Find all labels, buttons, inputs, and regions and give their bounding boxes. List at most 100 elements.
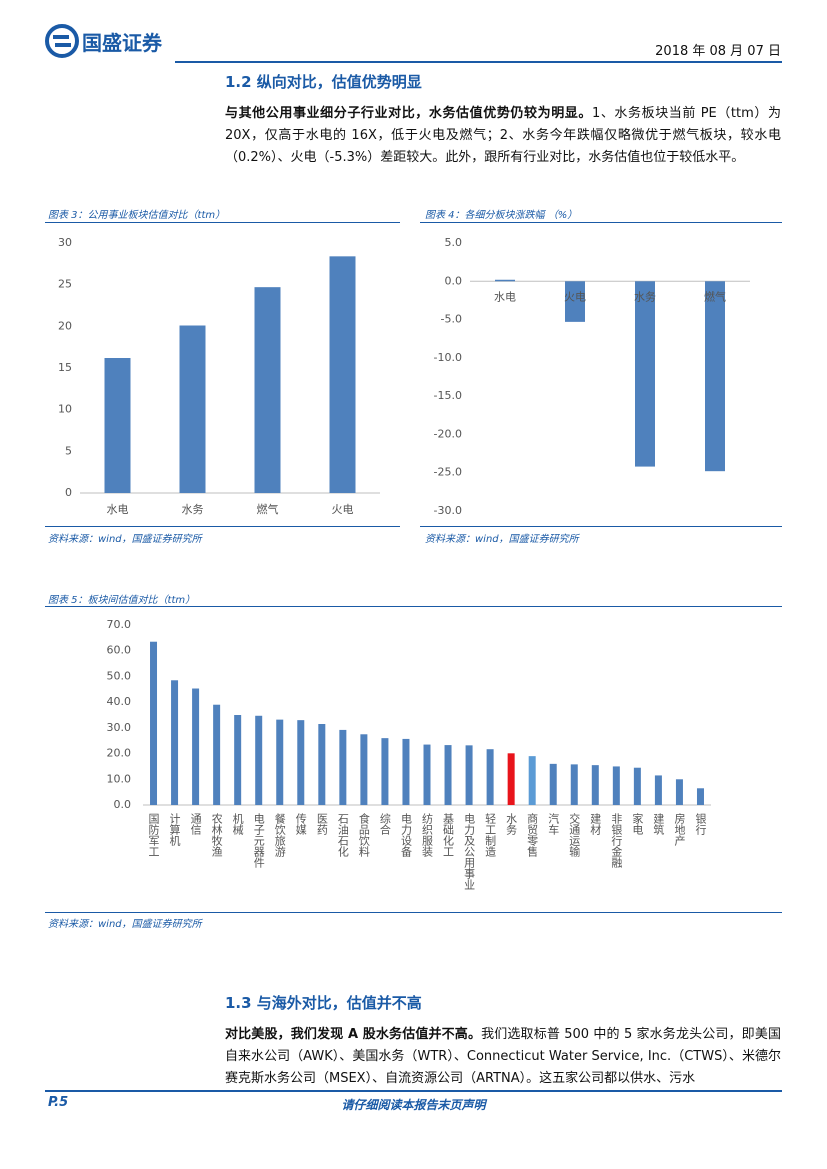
bar [213,704,221,805]
x-tick-label: 石油石化 [336,813,349,858]
rule [420,526,782,527]
bar [255,715,263,805]
bar [549,763,557,805]
notice: 请仔细阅读本报告末页声明 [341,1098,486,1112]
x-tick-label: 银行 [694,812,707,836]
bar [570,764,578,805]
date: 2018 年 08 月 07 日 [655,44,781,59]
x-tick-label: 通信 [189,813,202,836]
x-tick-label: 农林牧渔 [210,812,223,858]
x-tick-label: 建筑 [652,812,665,835]
x-tick-label: 燃气 [257,502,279,516]
bar [612,766,620,805]
paragraph: 与其他公用事业细分子行业对比，水务估值优势仍较为明显。1、水务板块当前 PE（t… [225,103,781,169]
y-tick-label: 0 [65,486,72,499]
bar [696,788,704,805]
y-tick-label: -5.0 [441,313,462,326]
logo-text: 国盛证券 [82,31,162,55]
y-tick-label: 30 [58,236,72,249]
x-tick-label: 综合 [378,812,391,835]
source: 资料来源：wind，国盛证券研究所 [425,534,579,545]
x-tick-label: 水务 [182,503,204,516]
y-tick-label: 15 [58,361,72,374]
bar [318,724,326,805]
x-tick-label: 水务 [505,813,518,835]
x-tick-label: 机械 [231,812,244,836]
bar [486,749,494,805]
y-tick-label: 10 [58,403,72,416]
x-tick-label: 餐饮旅游 [273,812,286,857]
bar [171,680,179,805]
y-tick-label: 25 [58,278,72,291]
bar [633,767,641,805]
x-tick-label: 交通运输 [568,812,581,858]
rule [45,606,782,607]
section-title: 1.3 与海外对比，估值并不高 [225,994,422,1012]
body: 1、水务板块当前 PE（ttm）为 20X，仅高于水电的 16X，低于火电及燃气… [225,106,781,165]
x-tick-label: 水电 [494,290,516,303]
caption: 图表 4：各细分板块涨跌幅 （%） [425,210,578,221]
bar [276,719,284,805]
x-tick-label: 电力及公用事业 [463,813,476,890]
y-tick-label: -30.0 [434,504,462,517]
y-tick-label: 10.0 [107,772,132,785]
x-tick-label: 非银行金融 [610,813,623,869]
bar [705,281,725,472]
bar [254,287,281,493]
y-tick-label: 20.0 [107,747,132,760]
x-tick-label: 轻工制造 [484,812,497,857]
x-tick-label: 电力设备 [399,813,412,858]
bar [104,358,131,493]
x-tick-label: 水电 [107,503,129,516]
bar [565,281,585,322]
body: 我们选取标普 500 中的 5 家水务龙头公司，即美国自来水公司（AWK）、美国… [225,1027,781,1086]
y-tick-label: -10.0 [434,351,462,364]
bar [192,688,200,805]
y-tick-label: 50.0 [107,669,132,682]
x-tick-label: 建材 [589,812,602,835]
x-tick-label: 纺织服装 [421,812,434,858]
bar [423,744,431,805]
x-tick-label: 国防军工 [147,813,160,857]
bar [675,779,683,805]
rule [420,222,782,223]
y-tick-label: 60.0 [107,644,132,657]
x-tick-label: 水务 [634,290,656,303]
x-tick-label: 基础化工 [442,813,455,857]
x-tick-label: 食品饮料 [357,812,370,858]
y-tick-label: -15.0 [434,389,462,402]
logo-icon [45,24,79,58]
bar [444,745,452,805]
x-tick-label: 计算机 [168,813,181,846]
paragraph: 对比美股，我们发现 A 股水务估值并不高。我们选取标普 500 中的 5 家水务… [225,1024,781,1090]
section-title: 1.2 纵向对比，估值优势明显 [225,73,422,91]
rule [45,912,782,913]
x-tick-label: 商贸零售 [526,812,539,858]
bar [381,738,389,805]
bar [339,729,347,805]
x-tick-label: 电子元器件 [252,813,265,869]
bar [507,753,515,805]
x-tick-label: 燃气 [704,289,726,303]
caption: 图表 3：公用事业板块估值对比（ttm） [48,210,226,221]
y-tick-label: 5.0 [445,236,463,249]
bar [329,256,356,493]
bar [360,734,368,805]
footer-rule [45,1090,782,1092]
y-tick-label: 0.0 [445,274,463,287]
y-tick-label: 30.0 [107,721,132,734]
x-tick-label: 汽车 [547,812,560,836]
y-tick-label: -20.0 [434,427,462,440]
y-tick-label: 5 [65,444,72,457]
bar [465,745,473,805]
source: 资料来源：wind，国盛证券研究所 [48,534,202,545]
bar [591,765,599,805]
y-tick-label: 70.0 [107,618,132,631]
x-tick-label: 火电 [564,290,586,303]
bar [495,279,515,282]
bar [635,281,655,467]
y-tick-label: 0.0 [114,798,132,811]
y-tick-label: 20 [58,319,72,332]
page-number: P.5 [48,1095,69,1110]
